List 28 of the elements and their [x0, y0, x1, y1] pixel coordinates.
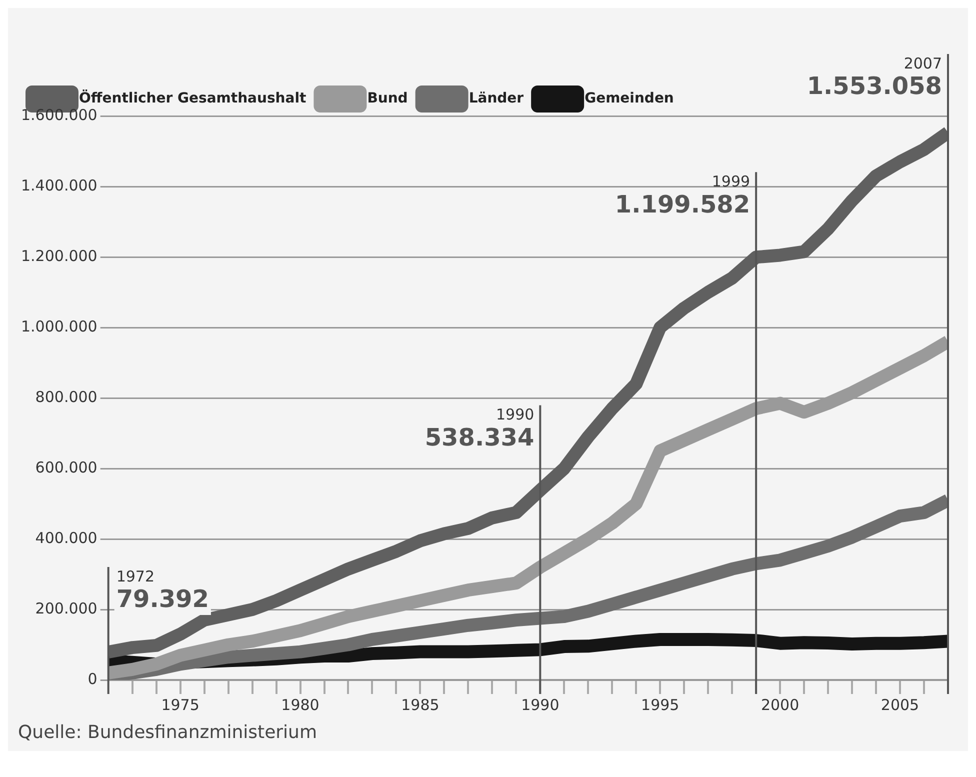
annotation: 79.392	[116, 585, 209, 614]
ref-line-label: 1999	[712, 172, 750, 191]
y-tick-label: 0	[88, 670, 98, 688]
x-tick-label: 1985	[401, 696, 440, 714]
x-tick-label: 2005	[880, 696, 920, 714]
y-tick-label: 1.000.000	[20, 317, 98, 336]
ref-line-label: 2007	[904, 54, 942, 72]
ref-line-label: 1990	[496, 406, 534, 424]
x-tick-label: 2000	[760, 696, 800, 714]
annotation: 1.553.058	[806, 72, 942, 100]
y-tick-label: 600.000	[35, 458, 98, 476]
source-note: Quelle: Bundesfinanzministerium	[17, 721, 318, 745]
y-tick-label: 200.000	[35, 599, 98, 618]
legend-label: Öffentlicher Gesamthaushalt	[79, 90, 307, 107]
x-tick-label: 1990	[521, 696, 560, 714]
y-tick-label: 1.200.000	[20, 246, 98, 265]
legend-label: Gemeinden	[584, 90, 674, 107]
x-tick-label: 1975	[161, 696, 200, 714]
ref-line-label: 1972	[116, 567, 155, 586]
annotation: 1.199.582	[614, 190, 750, 218]
x-tick-label: 1995	[641, 696, 680, 714]
y-tick-label: 800.000	[35, 388, 98, 406]
y-tick-label: 1.400.000	[20, 176, 98, 194]
annotation: 538.334	[424, 423, 534, 452]
legend-label: Länder	[468, 90, 524, 107]
x-tick-label: 1980	[281, 696, 320, 714]
legend-label: Bund	[367, 90, 408, 107]
y-tick-label: 400.000	[35, 528, 98, 547]
